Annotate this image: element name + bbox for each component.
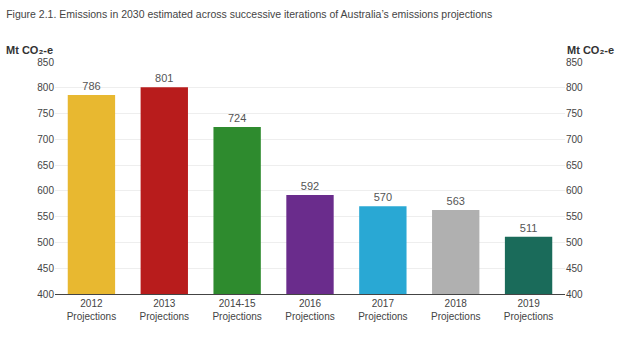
svg-text:850: 850 [37,57,54,68]
svg-text:801: 801 [155,72,173,84]
svg-text:550: 550 [566,211,583,222]
svg-text:2018Projections: 2018Projections [431,298,480,322]
svg-text:724: 724 [228,112,246,124]
svg-text:650: 650 [37,160,54,171]
svg-text:450: 450 [37,263,54,274]
svg-text:511: 511 [520,222,538,234]
svg-text:570: 570 [374,191,392,203]
svg-text:2014-15Projections: 2014-15Projections [212,298,261,322]
svg-text:500: 500 [37,237,54,248]
svg-text:2012Projections: 2012Projections [67,298,116,322]
svg-text:750: 750 [566,108,583,119]
svg-text:550: 550 [37,211,54,222]
svg-text:2017Projections: 2017Projections [358,298,407,322]
svg-text:Figure 2.1. Emissions in 2030: Figure 2.1. Emissions in 2030 estimated … [6,8,492,20]
svg-text:850: 850 [566,57,583,68]
svg-text:563: 563 [447,195,465,207]
svg-text:800: 800 [566,82,583,93]
svg-text:Mt CO₂-e: Mt CO₂-e [6,44,53,56]
svg-text:750: 750 [37,108,54,119]
svg-text:400: 400 [566,289,583,300]
svg-text:700: 700 [566,134,583,145]
svg-text:800: 800 [37,82,54,93]
svg-text:786: 786 [82,80,100,92]
svg-text:400: 400 [37,289,54,300]
svg-text:600: 600 [566,185,583,196]
svg-text:650: 650 [566,160,583,171]
svg-text:2016Projections: 2016Projections [285,298,334,322]
svg-text:Mt CO₂-e: Mt CO₂-e [567,44,614,56]
svg-text:600: 600 [37,185,54,196]
svg-text:2013Projections: 2013Projections [140,298,189,322]
svg-text:592: 592 [301,180,319,192]
svg-text:2019Projections: 2019Projections [504,298,553,322]
svg-text:450: 450 [566,263,583,274]
svg-text:500: 500 [566,237,583,248]
svg-text:700: 700 [37,134,54,145]
